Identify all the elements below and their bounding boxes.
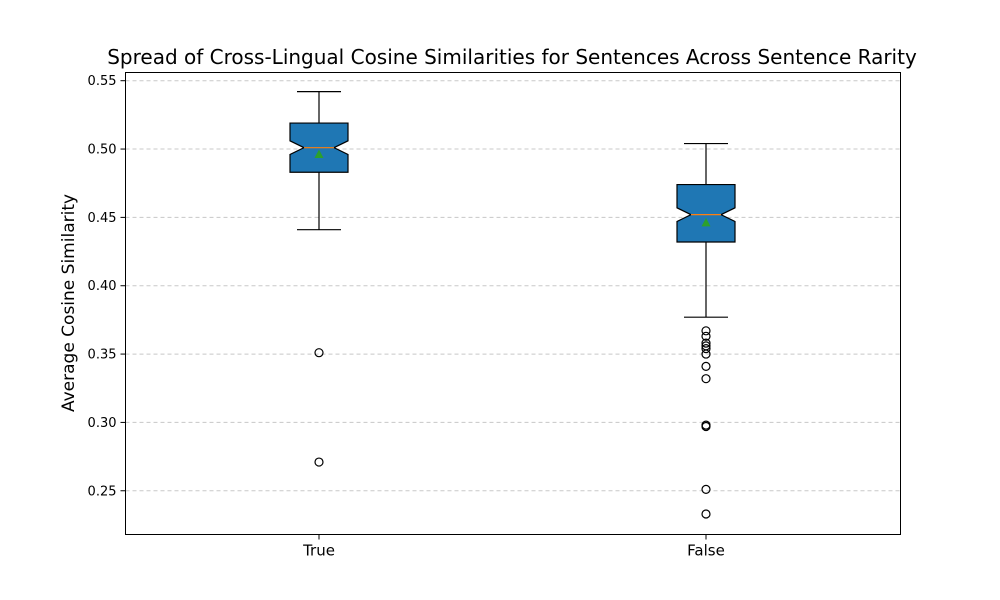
grid [125, 80, 901, 492]
box-body [676, 183, 736, 243]
outlier-point [701, 484, 711, 494]
outlier-point [701, 338, 711, 348]
outlier-point [314, 348, 324, 358]
y-tick-label: 0.45 [88, 211, 117, 226]
outlier-point [701, 344, 711, 354]
x-tick-label: False [687, 542, 725, 560]
x-axis-ticks: True False [302, 534, 725, 560]
box-true [289, 91, 349, 467]
outlier-point [701, 421, 711, 432]
y-axis-ticks: 0.25 0.30 0.35 0.40 0.45 0.50 0.55 [88, 74, 126, 499]
y-tick-label: 0.50 [88, 143, 117, 158]
y-axis-label: Average Cosine Similarity [59, 194, 79, 412]
outlier-point [701, 361, 711, 371]
outlier-point [701, 326, 711, 336]
outlier-point [701, 374, 711, 384]
box-false [676, 142, 736, 519]
mean-marker [314, 149, 324, 159]
outlier-point [701, 349, 711, 359]
outlier-point [701, 509, 711, 519]
y-tick-label: 0.55 [88, 74, 117, 89]
x-tick-label: True [302, 542, 335, 560]
y-tick-label: 0.25 [88, 484, 117, 499]
outlier-point [701, 331, 711, 341]
chart-title: Spread of Cross-Lingual Cosine Similarit… [107, 45, 917, 69]
y-tick-label: 0.40 [88, 279, 117, 294]
y-tick-label: 0.35 [88, 348, 117, 363]
boxes [289, 91, 736, 519]
mean-marker [701, 217, 711, 227]
outlier-point [314, 457, 324, 467]
plot-frame [125, 72, 901, 535]
y-tick-label: 0.30 [88, 416, 117, 431]
